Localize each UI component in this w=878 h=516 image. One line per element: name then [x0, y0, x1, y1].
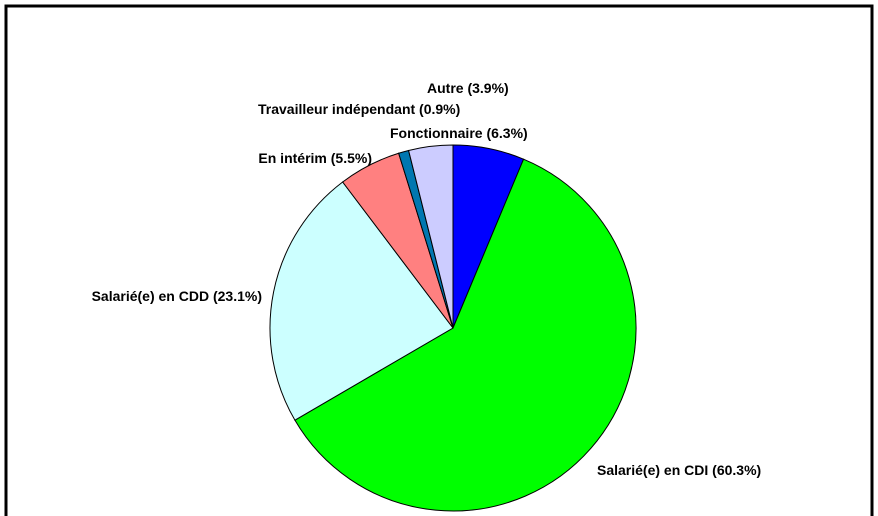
pie-slice	[294, 158, 637, 512]
slice-label-name: En intérim	[258, 150, 326, 166]
slice-label-value: (3.9%)	[467, 80, 508, 96]
slice-label-value: (60.3%)	[712, 462, 761, 478]
slice-label-name: Autre	[427, 80, 464, 96]
slice-label-value: (0.9%)	[419, 101, 460, 117]
slice-label: Travailleur indépendant (0.9%)	[258, 101, 460, 117]
slice-label: Salarié(e) en CDI (60.3%)	[597, 462, 761, 478]
slice-label-value: (6.3%)	[486, 125, 527, 141]
slice-label: En intérim (5.5%)	[258, 150, 372, 166]
slice-label: Fonctionnaire (6.3%)	[390, 125, 528, 141]
pie-slice	[407, 144, 454, 329]
slice-label-name: Travailleur indépendant	[258, 101, 415, 117]
slice-label-name: Fonctionnaire	[390, 125, 483, 141]
slice-label-value: (5.5%)	[331, 150, 372, 166]
pie-slice	[269, 181, 454, 421]
slice-label-name: Salarié(e) en CDI	[597, 462, 708, 478]
slice-label-value: (23.1%)	[213, 288, 262, 304]
slice-label: Autre (3.9%)	[427, 80, 509, 96]
slice-label: Salarié(e) en CDD (23.1%)	[92, 288, 262, 304]
slice-label-name: Salarié(e) en CDD	[92, 288, 209, 304]
